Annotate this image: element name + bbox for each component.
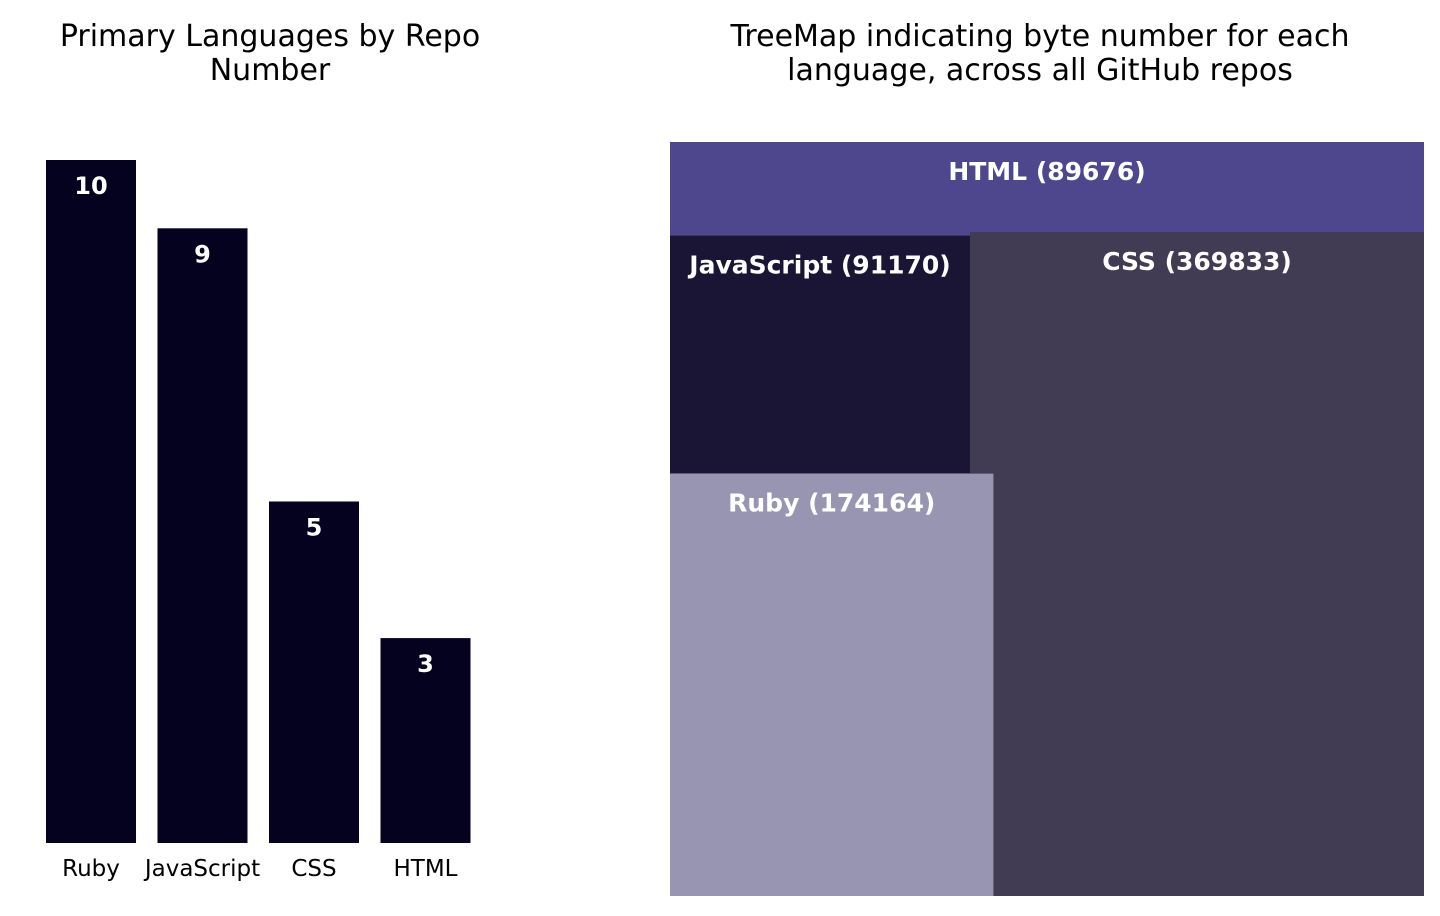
treemap-label-ruby: Ruby (174164) (728, 489, 935, 518)
treemap: HTML (89676) CSS (369833) JavaScript (9117… (670, 142, 1424, 896)
bar-value-label-ruby: 10 (74, 172, 107, 200)
treemap-label-javascript: JavaScript (91170) (687, 250, 950, 279)
treemap-label-css: CSS (369833) (1102, 247, 1292, 276)
x-tick-label-javascript: JavaScript (143, 856, 260, 882)
x-tick-label-css: CSS (291, 856, 336, 882)
bar-ruby (46, 160, 136, 843)
treemap-title: TreeMap indicating byte number for each … (730, 19, 1350, 88)
treemap-cell-html (670, 142, 1424, 236)
bar-value-label-css: 5 (306, 514, 323, 542)
bar-html (380, 638, 471, 843)
bar-chart: 10 Ruby 9 JavaScript 5 CSS 3 HTML (46, 160, 471, 882)
treemap-label-html: HTML (89676) (948, 157, 1145, 186)
bar-javascript (157, 228, 248, 844)
bar-value-label-javascript: 9 (194, 240, 211, 268)
treemap-cell-ruby (670, 473, 994, 896)
x-tick-label-html: HTML (393, 856, 457, 882)
treemap-cell-css (970, 232, 1424, 896)
treemap-cell-javascript (670, 235, 970, 474)
x-tick-label-ruby: Ruby (62, 856, 120, 882)
bar-css (269, 501, 359, 843)
bar-chart-title: Primary Languages by Repo Number (59, 19, 481, 88)
bar-value-label-html: 3 (417, 650, 434, 678)
